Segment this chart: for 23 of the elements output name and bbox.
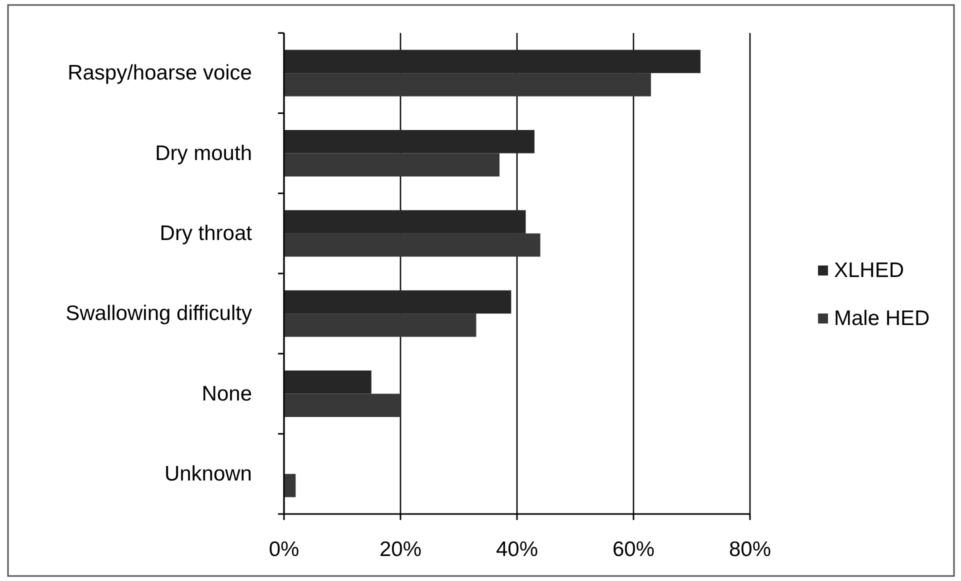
bar [284,233,540,257]
legend-label: XLHED [834,259,904,282]
y-tick-label: None [202,382,252,406]
bar [284,314,476,337]
x-tick-label: 40% [496,538,538,561]
x-tick-label: 80% [728,538,772,561]
y-tick-label: Raspy/hoarse voice [68,62,252,85]
y-tick-label: Dry mouth [155,142,252,165]
bar [284,370,372,394]
x-tick-label: 0% [268,538,300,561]
bar [284,50,700,74]
x-tick-label: 60% [612,538,655,561]
bar [284,210,526,234]
bar [284,153,500,176]
y-tick-label: Unknown [164,462,252,486]
bar [284,130,534,154]
bar [284,290,512,314]
bar [284,394,400,417]
bar [284,73,651,96]
x-tick-label: 20% [379,538,422,561]
y-tick-label: Swallowing difficulty [66,302,252,326]
y-tick-label: Dry throat [160,222,252,245]
legend-label: Male HED [834,307,930,330]
